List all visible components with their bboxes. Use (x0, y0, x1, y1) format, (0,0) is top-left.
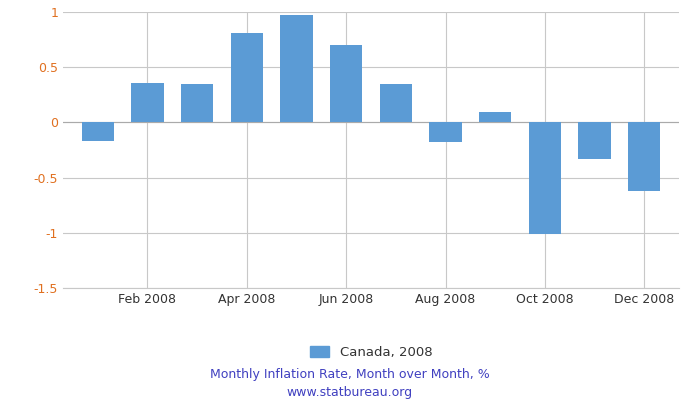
Bar (231, 33, 263, 122)
Bar (528, 122, 561, 234)
Bar (379, 84, 412, 122)
Bar (132, 83, 164, 122)
Bar (578, 122, 610, 159)
Text: www.statbureau.org: www.statbureau.org (287, 386, 413, 399)
Bar (280, 15, 313, 122)
Bar (181, 84, 214, 122)
Text: Monthly Inflation Rate, Month over Month, %: Monthly Inflation Rate, Month over Month… (210, 368, 490, 381)
Bar (429, 122, 462, 142)
Bar (479, 112, 511, 122)
Bar (82, 122, 114, 141)
Bar (330, 45, 363, 122)
Bar (628, 122, 660, 191)
Legend: Canada, 2008: Canada, 2008 (304, 340, 438, 364)
